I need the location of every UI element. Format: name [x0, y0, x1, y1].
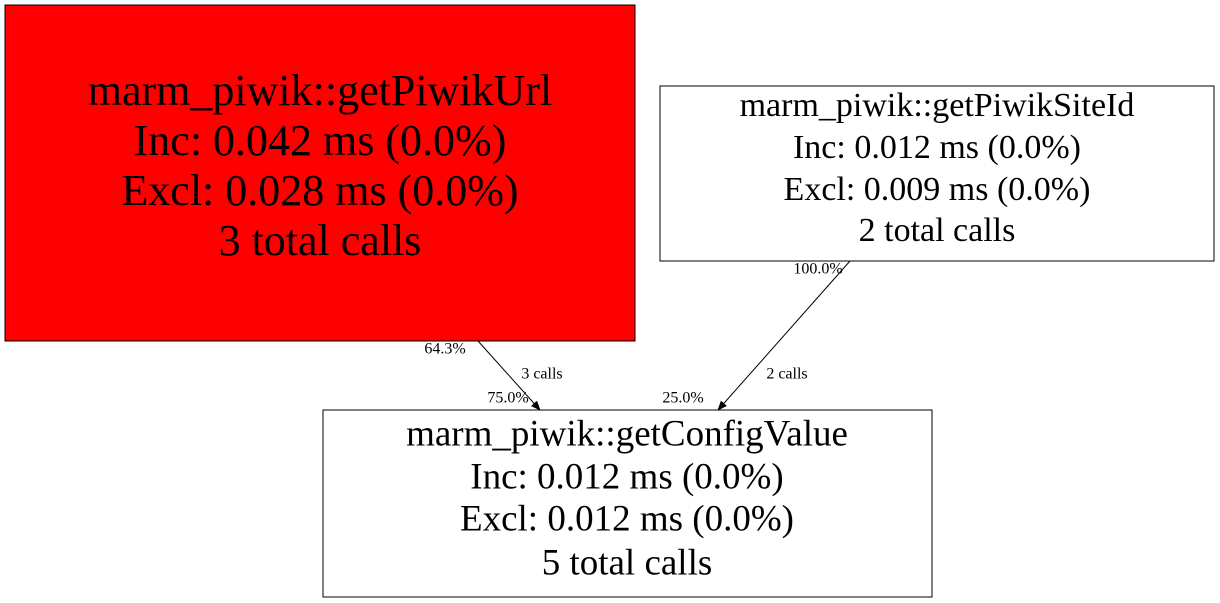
node-calls: 3 total calls	[219, 216, 422, 265]
node-box	[659, 85, 1215, 262]
node-calls: 2 total calls	[859, 212, 1016, 249]
edge-line	[717, 260, 851, 411]
node-excl: Excl: 0.012 ms (0.0%)	[460, 498, 794, 539]
edge: 64.3% 3 calls 75.0%	[424, 340, 563, 411]
node-inc: Inc: 0.042 ms (0.0%)	[134, 116, 507, 165]
node-name: marm_piwik::getPiwikUrl	[88, 66, 552, 115]
edge-line	[477, 340, 541, 411]
node: marm_piwik::getPiwikUrl Inc: 0.042 ms (0…	[4, 4, 636, 342]
node-inc: Inc: 0.012 ms (0.0%)	[470, 456, 783, 497]
edge-calls: 2 calls	[766, 366, 807, 383]
edge-source-pct: 64.3%	[424, 341, 465, 358]
node-box	[4, 4, 636, 342]
node-inc: Inc: 0.012 ms (0.0%)	[793, 129, 1081, 166]
node-name: marm_piwik::getPiwikSiteId	[740, 87, 1135, 124]
node: marm_piwik::getConfigValue Inc: 0.012 ms…	[322, 409, 933, 598]
edge-source-pct: 100.0%	[793, 261, 842, 278]
node-excl: Excl: 0.009 ms (0.0%)	[784, 171, 1091, 208]
edge: 100.0% 2 calls 25.0%	[662, 260, 851, 411]
node-name: marm_piwik::getConfigValue	[406, 413, 848, 454]
edge-calls: 3 calls	[521, 366, 562, 383]
node-box	[322, 409, 933, 598]
node-calls: 5 total calls	[542, 542, 713, 583]
node: marm_piwik::getPiwikSiteId Inc: 0.012 ms…	[659, 85, 1215, 262]
edge-target-pct: 25.0%	[662, 390, 703, 407]
node-excl: Excl: 0.028 ms (0.0%)	[121, 166, 518, 215]
edge-target-pct: 75.0%	[487, 390, 528, 407]
